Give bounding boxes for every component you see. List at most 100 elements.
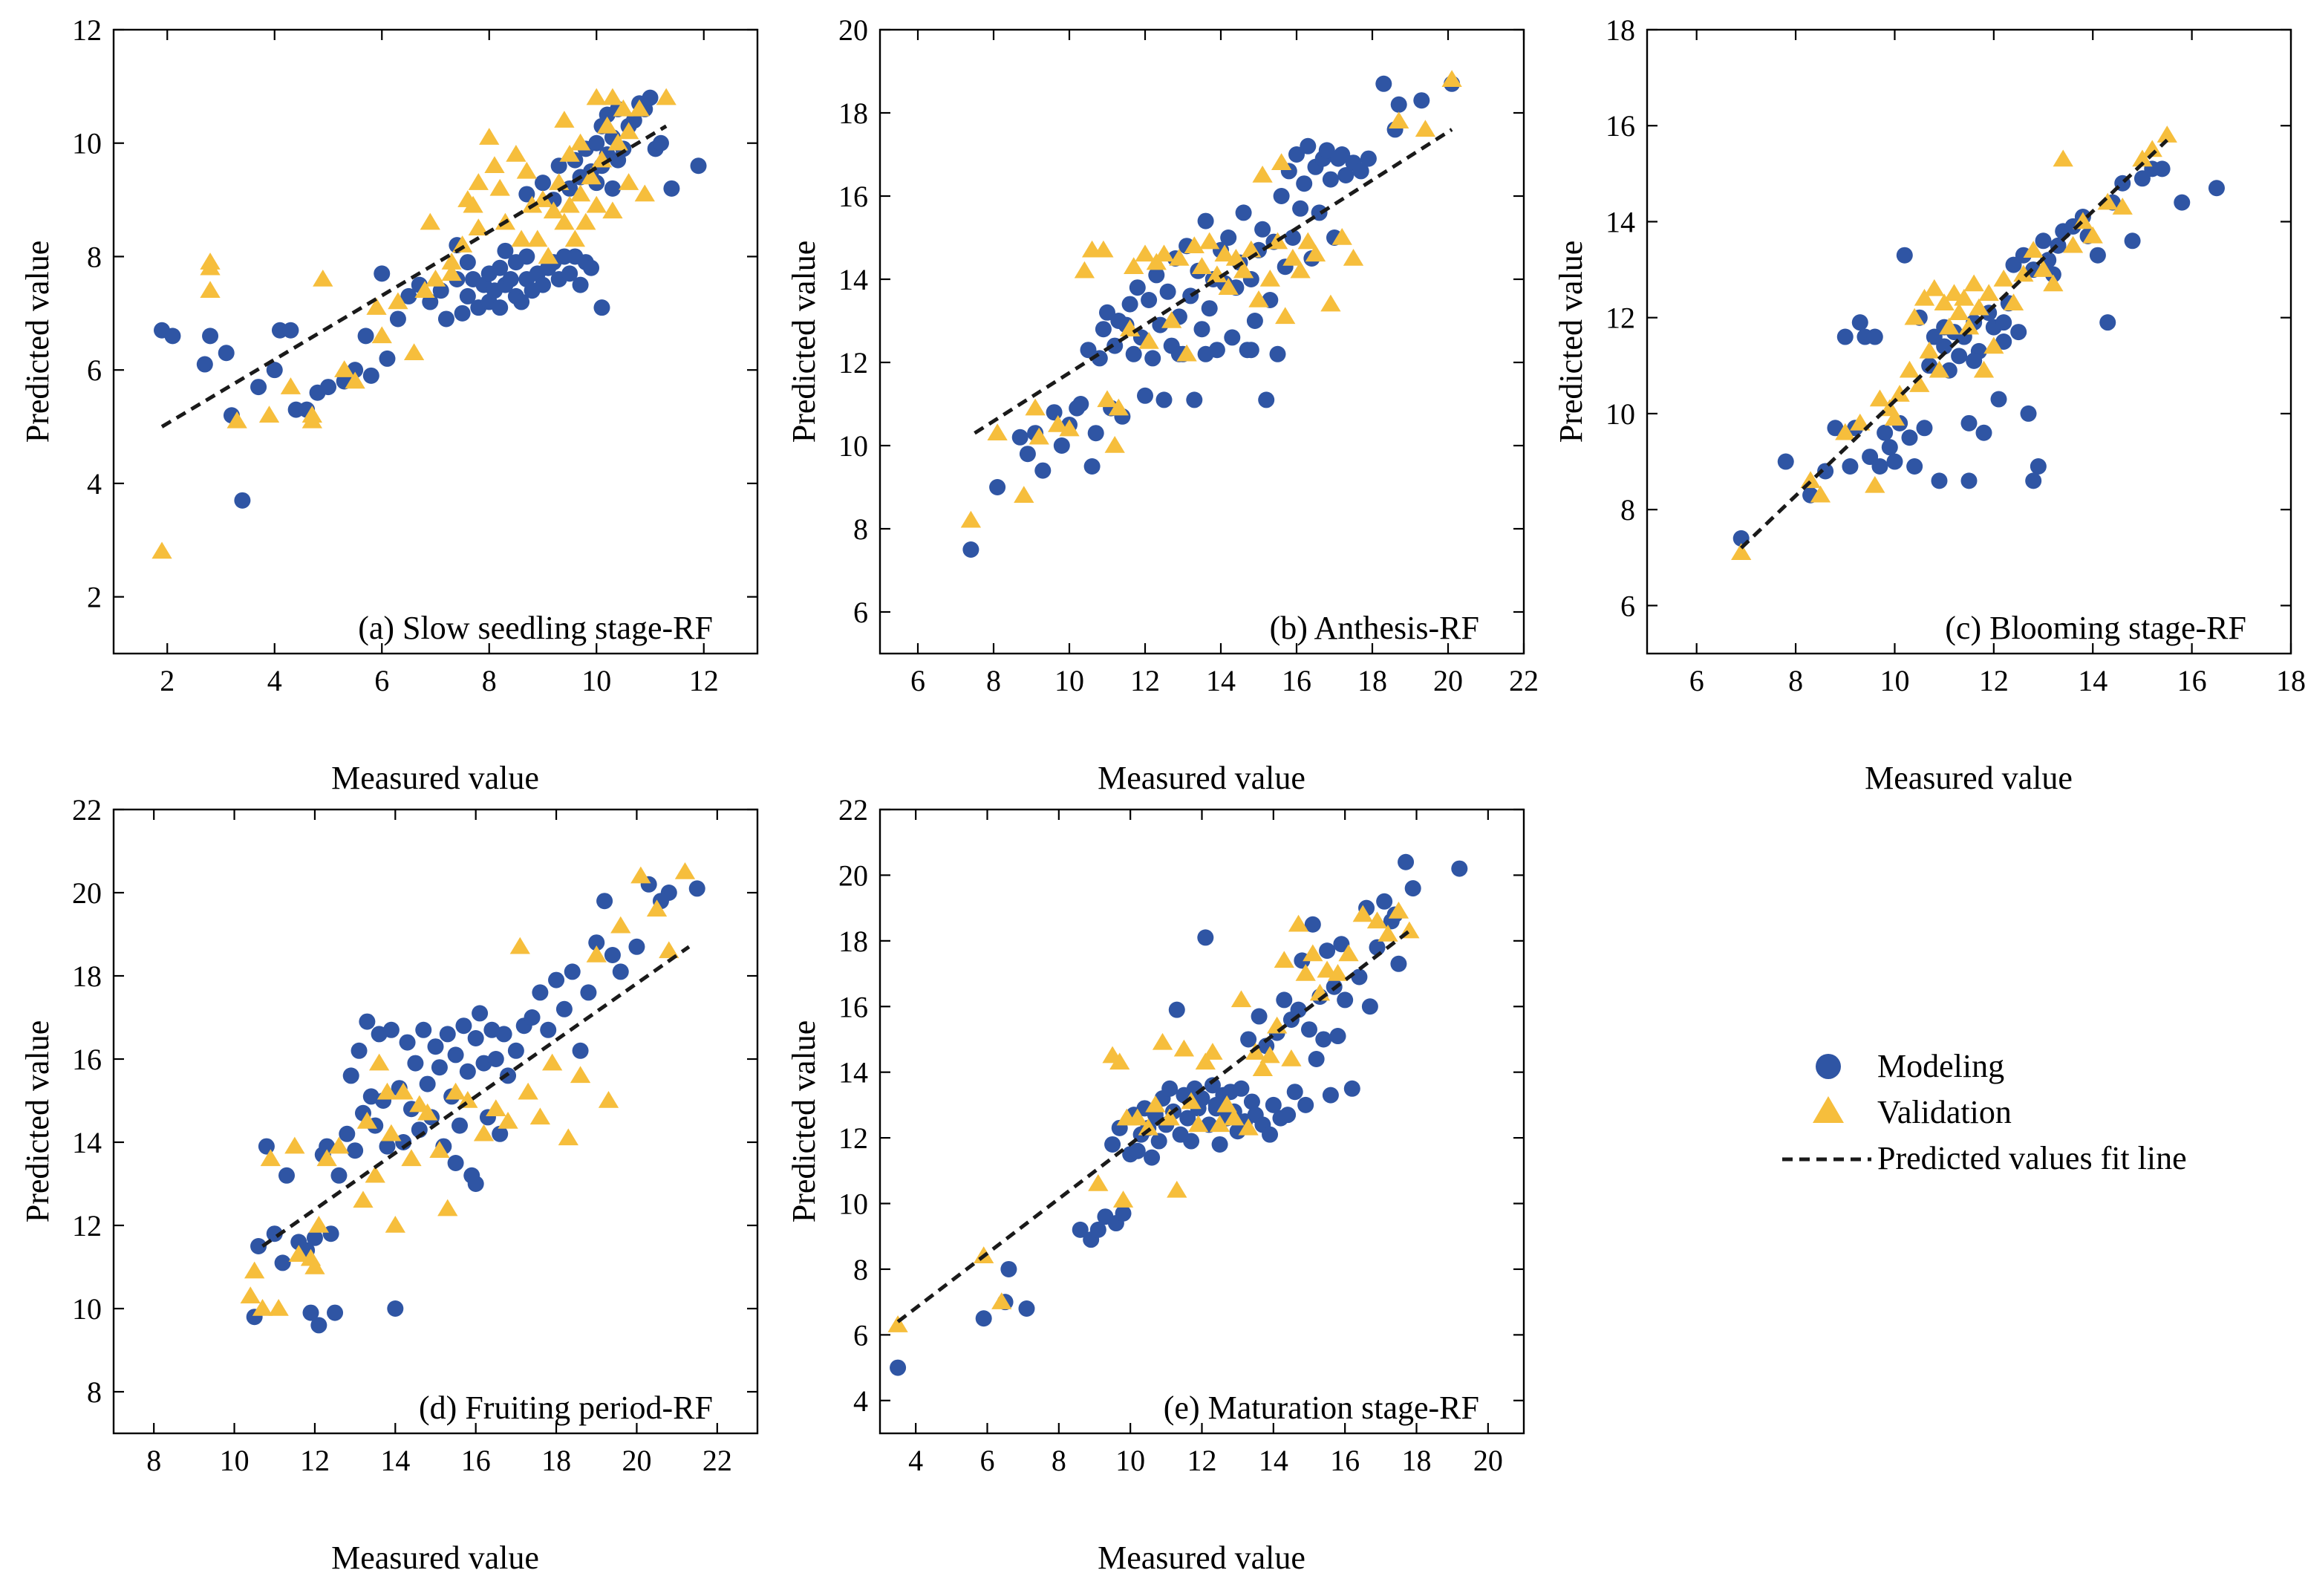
- x-tick-label: 10: [1880, 664, 1909, 697]
- y-tick-label: 8: [1620, 493, 1635, 527]
- modeling-point: [459, 1063, 476, 1080]
- validation-point: [353, 1191, 374, 1208]
- validation-point: [1954, 288, 1975, 306]
- validation-point: [371, 326, 392, 344]
- validation-point: [1014, 486, 1034, 503]
- fit-line: [1739, 138, 2168, 550]
- validation-point: [1207, 265, 1228, 283]
- validation-point: [1943, 284, 1965, 302]
- modeling-point: [1311, 204, 1328, 221]
- modeling-point: [399, 1034, 416, 1051]
- modeling-point: [962, 541, 979, 558]
- modeling-point: [447, 1155, 464, 1171]
- x-tick-label: 2: [160, 664, 175, 697]
- plot-frame: [112, 808, 759, 1435]
- x-tick-label: 16: [2177, 664, 2207, 697]
- validation-point: [1810, 485, 1831, 503]
- modeling-point: [1322, 171, 1339, 188]
- modeling-point: [1186, 391, 1203, 408]
- x-tick-label: 8: [986, 664, 1001, 697]
- modeling-point: [427, 1038, 444, 1055]
- validation-point: [1305, 244, 1326, 262]
- modeling-point: [1141, 292, 1158, 308]
- x-axis-label: Measured value: [1098, 760, 1305, 796]
- modeling-point: [1240, 1031, 1257, 1048]
- validation-point: [991, 1292, 1012, 1309]
- modeling-point: [1150, 1133, 1167, 1150]
- validation-point: [1214, 244, 1235, 262]
- validation-point: [288, 1245, 309, 1262]
- modeling-point: [379, 1138, 396, 1155]
- validation-point: [441, 264, 462, 281]
- modeling-point: [1137, 387, 1153, 404]
- modeling-point: [422, 293, 439, 310]
- panel-a-slow-seedling: (a) Slow seedling stage-RF Measured valu…: [19, 13, 759, 796]
- validation-point: [1865, 475, 1885, 493]
- modeling-point: [1258, 391, 1275, 408]
- x-tick-label: 16: [461, 1444, 491, 1477]
- validation-point: [1914, 288, 1935, 306]
- modeling-point: [362, 367, 379, 384]
- validation-point: [1884, 408, 1906, 426]
- validation-point: [1074, 261, 1095, 279]
- x-axis-label: Measured value: [331, 760, 539, 796]
- modeling-point: [1376, 893, 1393, 910]
- y-tick-label: 4: [853, 1384, 868, 1418]
- modeling-point: [1087, 425, 1104, 442]
- modeling-point: [1936, 338, 1953, 355]
- y-tick-label: 20: [838, 13, 868, 47]
- modeling-point: [1369, 939, 1386, 956]
- modeling-point: [1375, 75, 1392, 92]
- modeling-point: [1193, 321, 1210, 338]
- modeling-point: [604, 947, 621, 963]
- y-tick-label: 16: [72, 1043, 102, 1076]
- validation-point: [1327, 964, 1349, 981]
- data-points: [1731, 126, 2225, 561]
- validation-point: [1202, 1043, 1223, 1060]
- y-tick-label: 10: [838, 429, 868, 463]
- plot-frame: [878, 28, 1525, 655]
- validation-point: [613, 99, 634, 117]
- x-tick-label: 12: [1130, 664, 1160, 697]
- panel-title: (e) Maturation stage-RF: [1164, 1390, 1479, 1426]
- validation-point: [452, 235, 473, 253]
- legend-modeling-label: Modeling: [1877, 1048, 2004, 1084]
- validation-point: [2082, 226, 2103, 244]
- validation-point: [1939, 317, 1960, 335]
- validation-point: [1850, 413, 1871, 431]
- validation-point: [151, 541, 172, 559]
- validation-point: [570, 133, 591, 151]
- validation-point: [598, 1091, 619, 1108]
- panel-b-anthesis: (b) Anthesis-RF Measured value Predicted…: [786, 13, 1539, 796]
- x-tick-label: 10: [581, 664, 611, 697]
- modeling-point: [387, 1300, 404, 1317]
- validation-point: [576, 212, 596, 230]
- validation-point: [1320, 294, 1341, 312]
- modeling-point: [306, 1229, 323, 1246]
- validation-point: [646, 899, 668, 917]
- modeling-point: [497, 242, 514, 259]
- modeling-point: [492, 259, 509, 276]
- validation-point: [1259, 1046, 1280, 1064]
- y-tick-label: 10: [838, 1188, 868, 1221]
- modeling-point: [1269, 345, 1286, 362]
- validation-point: [1097, 390, 1118, 408]
- y-axis-label: Predicted value: [19, 1020, 56, 1222]
- validation-point: [516, 161, 537, 179]
- validation-point: [511, 229, 532, 247]
- modeling-point: [415, 1021, 432, 1038]
- x-tick-label: 8: [1788, 664, 1803, 697]
- modeling-point: [1144, 350, 1161, 367]
- validation-point: [1415, 120, 1436, 137]
- y-tick-label: 8: [853, 1253, 868, 1286]
- validation-point: [1108, 398, 1129, 416]
- modeling-point: [660, 885, 677, 901]
- modeling-point: [2030, 458, 2047, 475]
- modeling-point: [1204, 1077, 1221, 1094]
- modeling-point: [1235, 204, 1252, 221]
- modeling-point: [1197, 212, 1214, 229]
- validation-point: [1317, 960, 1337, 978]
- validation-point: [2062, 235, 2084, 253]
- modeling-point: [1125, 345, 1142, 362]
- modeling-point: [1121, 296, 1138, 313]
